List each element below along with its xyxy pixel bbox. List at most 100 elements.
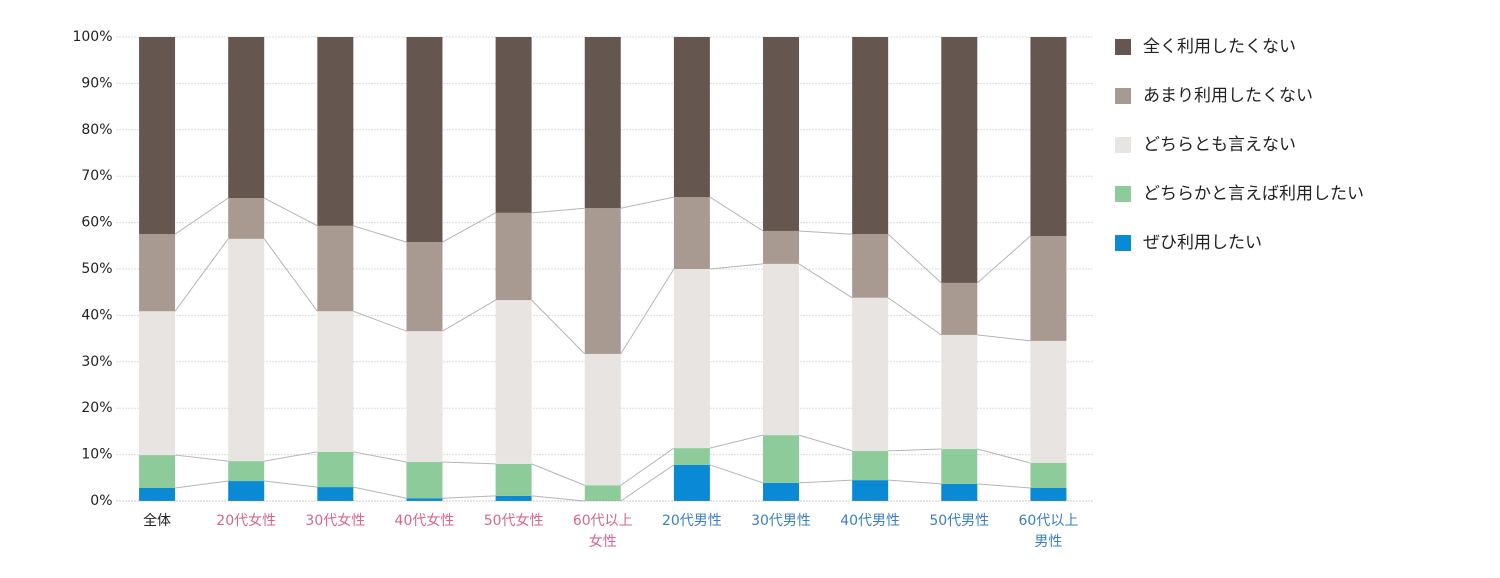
x-tick-label: 20代男性 (661, 513, 722, 529)
connector-line (263, 197, 318, 227)
connector-line (888, 448, 942, 452)
connector-line (977, 483, 1031, 489)
connector-line (709, 464, 764, 484)
connector-line (709, 196, 764, 232)
bar-segment (852, 297, 889, 451)
bar-segment (673, 269, 710, 449)
y-tick-label: 50% (81, 261, 112, 277)
x-tick-label: 30代女性 (305, 513, 366, 529)
bar-segment (495, 37, 532, 213)
bar-segment (673, 37, 710, 198)
connector-line (977, 334, 1031, 342)
bar-segment (406, 498, 443, 501)
connector-line (620, 268, 675, 355)
bar-segment (673, 448, 710, 465)
y-tick-label: 20% (81, 400, 112, 416)
bar-segment (228, 481, 265, 501)
y-tick-label: 90% (81, 75, 112, 91)
connector-line (798, 479, 853, 484)
bar-segment (941, 449, 978, 484)
connector-line (353, 451, 407, 463)
legend-swatch (1115, 39, 1131, 55)
bar-segment (852, 480, 889, 501)
bar-segment (941, 483, 978, 501)
connector-line (531, 463, 585, 486)
bar-segment (228, 37, 265, 199)
connector-line (264, 451, 318, 462)
bar-segment (673, 197, 710, 269)
bar-segment (1030, 488, 1067, 501)
x-tick-label: 全体 (143, 513, 172, 529)
connector-line (353, 486, 407, 499)
connector-line (442, 212, 496, 243)
x-tick-label: 40代男性 (840, 513, 901, 529)
connector-line (442, 495, 496, 499)
x-tick-label: 50代男性 (929, 513, 990, 529)
connector-line (264, 480, 318, 488)
connector-line (531, 495, 585, 502)
legend-swatch (1115, 137, 1131, 153)
bar-segment (584, 37, 621, 209)
bar-segment (584, 353, 621, 486)
connector-line (442, 299, 496, 332)
bar-segment (1030, 462, 1067, 489)
legend-label: ぜひ利用したい (1143, 233, 1262, 253)
bar-segment (139, 234, 176, 312)
y-tick-label: 60% (81, 215, 112, 231)
bar-segment (941, 282, 978, 335)
x-tick-label: 60代以上 男性 (1018, 513, 1079, 550)
connector-line (977, 448, 1031, 464)
connector-line (798, 263, 853, 299)
connector-line (798, 230, 853, 235)
x-tick-label: 30代男性 (751, 513, 811, 529)
legend-swatch (1115, 235, 1131, 251)
connector-line (620, 196, 674, 209)
bar-segment (852, 234, 889, 298)
bar-segment (495, 463, 532, 496)
bar-segment (763, 435, 800, 483)
connector-line (976, 235, 1031, 284)
bar-segment (139, 488, 176, 501)
bar-segment (317, 451, 354, 488)
bar-segment (763, 482, 800, 501)
x-tick-label: 40代女性 (394, 513, 455, 529)
connector-line (887, 233, 942, 284)
legend-label: どちらとも言えない (1143, 135, 1296, 155)
bar-segment (584, 485, 621, 501)
bar-segment (139, 455, 176, 489)
bar-segment (763, 263, 800, 436)
connector-line (709, 263, 764, 270)
bar-segment (228, 238, 265, 462)
y-tick-label: 80% (81, 122, 112, 138)
legend-label: どちらかと言えば利用したい (1143, 184, 1364, 204)
bar-segment (1030, 340, 1067, 463)
y-tick-label: 30% (81, 354, 112, 370)
y-tick-label: 100% (72, 29, 112, 45)
bar-segment (228, 198, 265, 239)
connector-line (531, 299, 586, 355)
connector-line (263, 238, 318, 312)
connector-line (442, 461, 496, 465)
connector-line (620, 447, 675, 486)
legend-swatch (1115, 88, 1131, 104)
bar-segment (139, 311, 176, 456)
connector-line (353, 225, 407, 243)
y-tick-label: 0% (90, 493, 112, 509)
bar-segment (852, 450, 889, 481)
bar-segment (941, 37, 978, 283)
bar-segment (763, 230, 800, 264)
legend-swatch (1115, 186, 1131, 202)
bar-segment (317, 487, 354, 501)
legend-label: あまり利用したくない (1143, 86, 1313, 106)
y-tick-label: 40% (81, 307, 112, 323)
connector-line (175, 454, 229, 462)
connector-line (887, 297, 942, 336)
bar-segment (317, 225, 354, 312)
bar-segment (763, 37, 800, 231)
connector-line (620, 464, 675, 502)
bar-segment (1030, 236, 1067, 341)
bar-segment (584, 208, 621, 354)
connector-line (175, 480, 229, 489)
